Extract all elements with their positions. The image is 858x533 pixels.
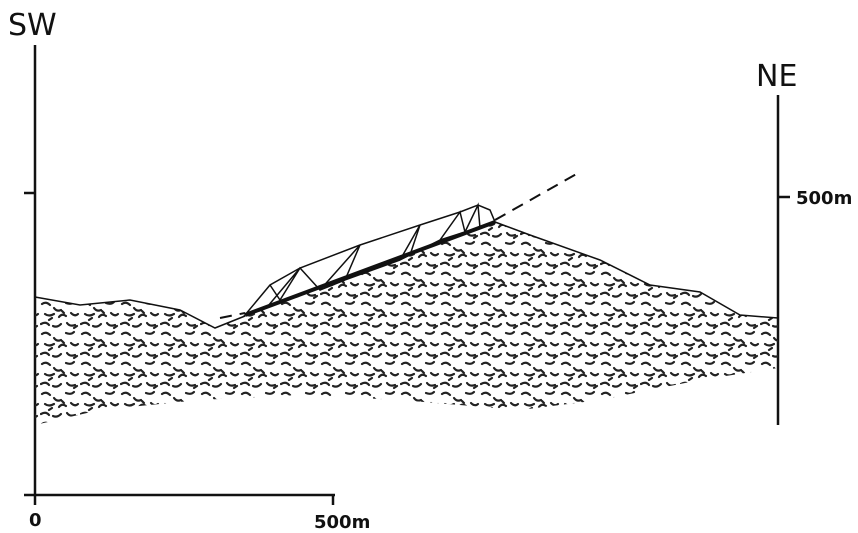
cross-section: SW NE 500m 0 500m — [0, 0, 858, 533]
scale-start-label: 0 — [29, 510, 42, 531]
vertical-scale-label: 500m — [796, 188, 852, 209]
scale-end-label: 500m — [314, 512, 370, 533]
sw-label: SW — [8, 8, 57, 43]
ne-label: NE — [756, 59, 797, 94]
